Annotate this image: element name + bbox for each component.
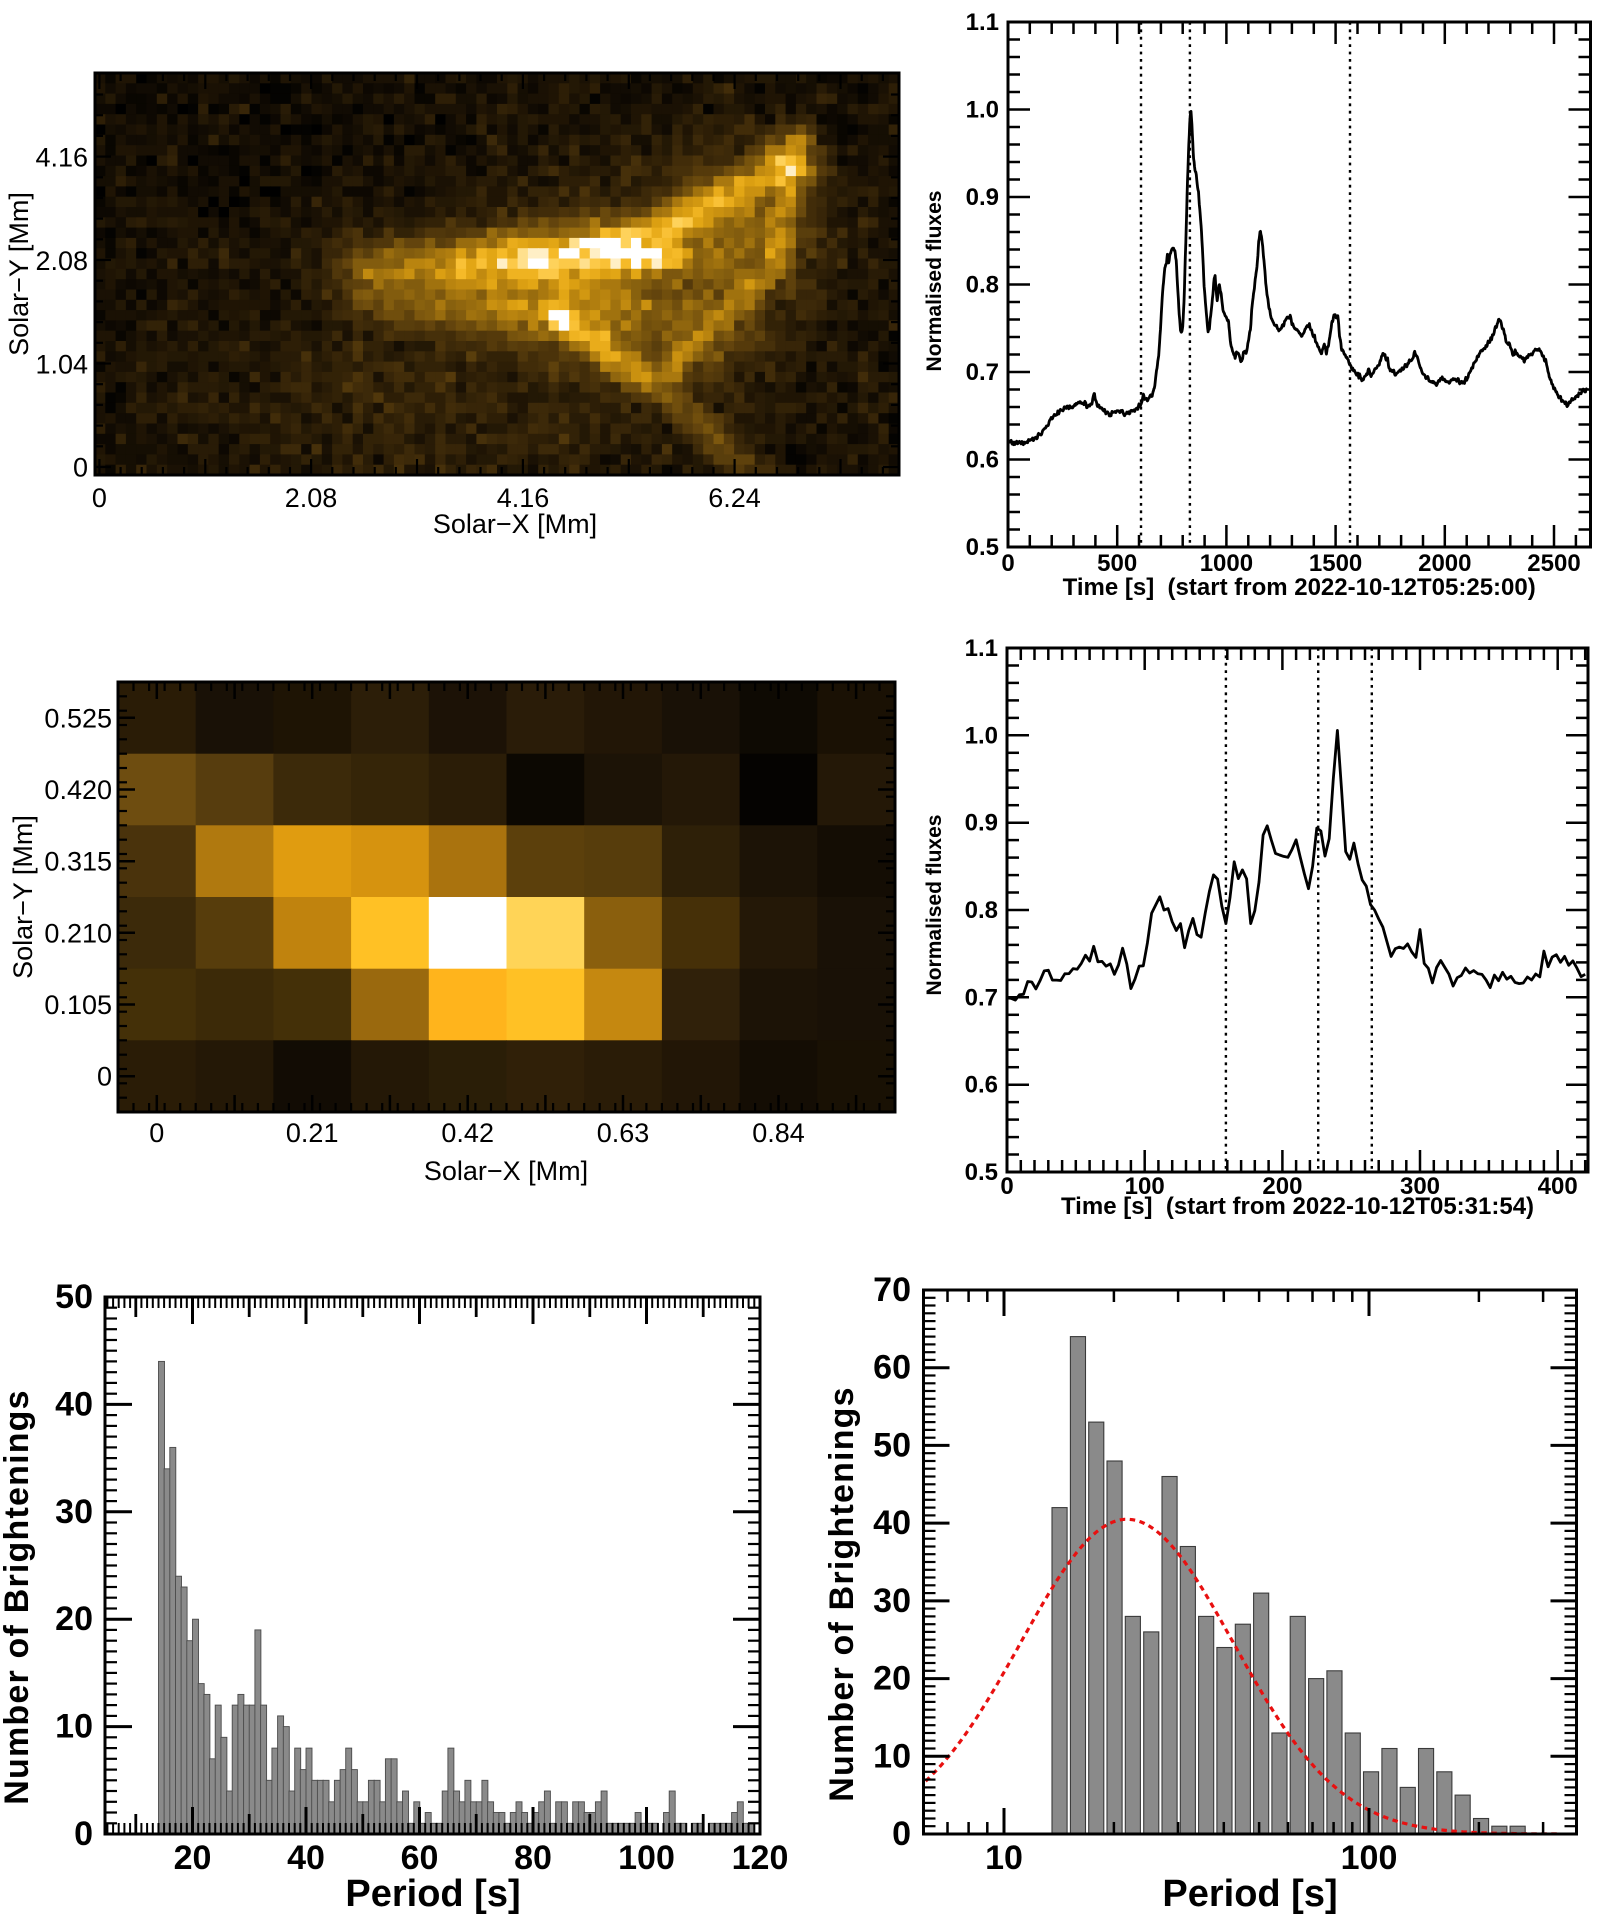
svg-text:300: 300 (1400, 1173, 1440, 1200)
svg-text:20: 20 (873, 1660, 911, 1698)
svg-text:0.6: 0.6 (966, 447, 999, 474)
svg-text:0: 0 (149, 1118, 164, 1148)
svg-text:0: 0 (1001, 550, 1014, 577)
svg-text:50: 50 (873, 1426, 911, 1464)
svg-text:400: 400 (1538, 1173, 1578, 1200)
svg-text:Period [s]: Period [s] (345, 1873, 520, 1915)
svg-text:Normalised fluxes: Normalised fluxes (923, 815, 946, 996)
svg-text:70: 70 (873, 1271, 911, 1309)
svg-text:Time [s] (start from 2022-10-: Time [s] (start from 2022-10-12T05:31:54… (1061, 1193, 1534, 1220)
svg-text:0.84: 0.84 (752, 1118, 805, 1148)
svg-text:30: 30 (873, 1582, 911, 1620)
svg-text:0.5: 0.5 (965, 1159, 998, 1186)
svg-text:Solar−Y [Mm]: Solar−Y [Mm] (4, 192, 34, 356)
svg-text:1.0: 1.0 (966, 97, 999, 124)
svg-text:100: 100 (1341, 1839, 1398, 1877)
svg-text:2.08: 2.08 (35, 246, 88, 276)
svg-text:0.21: 0.21 (286, 1118, 339, 1148)
svg-text:1500: 1500 (1309, 550, 1362, 577)
svg-text:4.16: 4.16 (497, 483, 550, 513)
svg-text:0.8: 0.8 (966, 272, 999, 299)
svg-text:1.1: 1.1 (966, 9, 999, 36)
svg-text:0: 0 (74, 1815, 93, 1853)
svg-text:Solar−X [Mm]: Solar−X [Mm] (424, 1156, 588, 1186)
svg-text:1.1: 1.1 (965, 635, 998, 662)
svg-text:0: 0 (73, 453, 88, 483)
svg-text:40: 40 (287, 1839, 325, 1877)
svg-text:0.42: 0.42 (441, 1118, 494, 1148)
svg-text:1.04: 1.04 (35, 350, 88, 380)
svg-text:120: 120 (732, 1839, 789, 1877)
svg-text:200: 200 (1262, 1173, 1302, 1200)
svg-text:Solar−Y [Mm]: Solar−Y [Mm] (8, 815, 38, 979)
svg-text:4.16: 4.16 (35, 143, 88, 173)
svg-text:2000: 2000 (1418, 550, 1471, 577)
svg-text:Time [s] (start from 2022-10-: Time [s] (start from 2022-10-12T05:25:00… (1063, 574, 1536, 601)
svg-text:0.210: 0.210 (44, 918, 112, 948)
svg-text:100: 100 (1125, 1173, 1165, 1200)
svg-text:Period [s]: Period [s] (1162, 1873, 1337, 1915)
svg-text:1000: 1000 (1200, 550, 1253, 577)
svg-text:0: 0 (1000, 1173, 1013, 1200)
svg-text:0.7: 0.7 (966, 359, 999, 386)
svg-text:0: 0 (92, 483, 107, 513)
svg-text:20: 20 (55, 1600, 93, 1638)
svg-text:2.08: 2.08 (285, 483, 338, 513)
svg-text:10: 10 (873, 1737, 911, 1775)
svg-text:60: 60 (873, 1349, 911, 1387)
svg-text:0.63: 0.63 (597, 1118, 650, 1148)
svg-text:0: 0 (892, 1815, 911, 1853)
svg-text:2500: 2500 (1527, 550, 1580, 577)
svg-text:6.24: 6.24 (708, 483, 761, 513)
svg-text:0.105: 0.105 (44, 990, 112, 1020)
svg-text:100: 100 (618, 1839, 675, 1877)
svg-text:0.5: 0.5 (966, 534, 999, 561)
svg-text:80: 80 (514, 1839, 552, 1877)
svg-text:0.525: 0.525 (44, 703, 112, 733)
svg-text:Number of Brightenings: Number of Brightenings (823, 1386, 861, 1802)
svg-text:0.7: 0.7 (965, 984, 998, 1011)
svg-text:0.420: 0.420 (44, 775, 112, 805)
svg-text:0.6: 0.6 (965, 1072, 998, 1099)
svg-text:0.9: 0.9 (966, 184, 999, 211)
svg-text:Solar−X [Mm]: Solar−X [Mm] (433, 509, 597, 539)
svg-text:10: 10 (985, 1839, 1023, 1877)
svg-text:1.0: 1.0 (965, 722, 998, 749)
svg-text:60: 60 (401, 1839, 439, 1877)
svg-text:500: 500 (1097, 550, 1137, 577)
svg-text:0.9: 0.9 (965, 810, 998, 837)
svg-text:50: 50 (55, 1278, 93, 1316)
svg-text:0.315: 0.315 (44, 847, 112, 877)
svg-text:30: 30 (55, 1493, 93, 1531)
svg-text:40: 40 (873, 1504, 911, 1542)
svg-text:0: 0 (97, 1062, 112, 1092)
svg-text:10: 10 (55, 1708, 93, 1746)
svg-text:Normalised fluxes: Normalised fluxes (923, 191, 946, 372)
svg-text:0.8: 0.8 (965, 897, 998, 924)
svg-text:40: 40 (55, 1385, 93, 1423)
svg-text:20: 20 (174, 1839, 212, 1877)
svg-text:Number of Brightenings: Number of Brightenings (0, 1389, 36, 1805)
